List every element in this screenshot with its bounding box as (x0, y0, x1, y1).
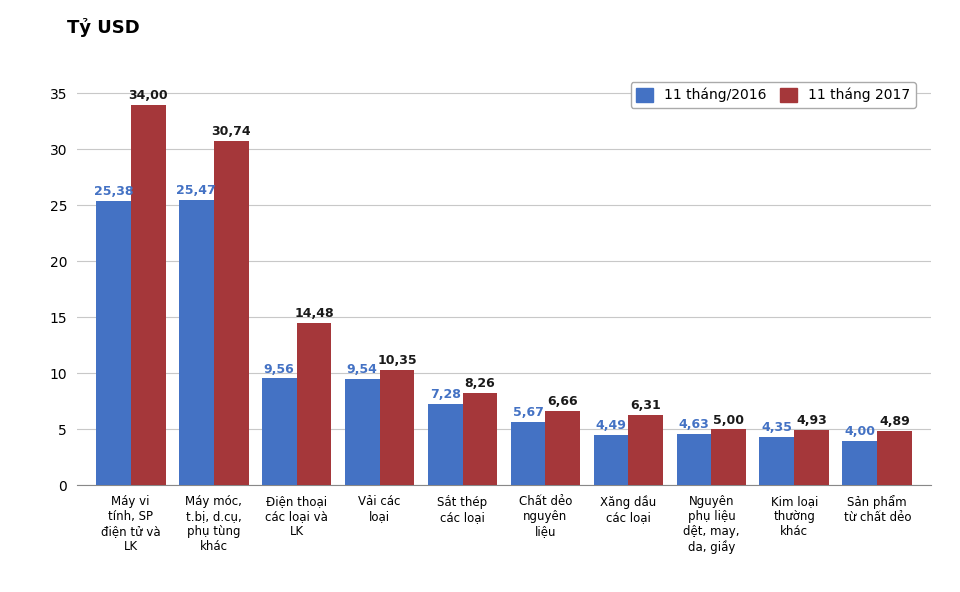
Text: 6,66: 6,66 (547, 395, 578, 408)
Bar (179, 200, 214, 485)
Text: 4,93: 4,93 (797, 414, 828, 427)
Bar (428, 404, 463, 485)
Bar (131, 105, 165, 485)
Bar (593, 435, 629, 485)
Text: Tỷ USD: Tỷ USD (67, 18, 140, 37)
Text: 34,00: 34,00 (129, 89, 168, 102)
Text: 25,47: 25,47 (177, 184, 216, 197)
Bar (511, 422, 545, 485)
Text: 7,28: 7,28 (430, 388, 461, 401)
Bar (711, 429, 746, 485)
Bar (794, 430, 829, 485)
Bar (759, 437, 794, 485)
Bar (843, 440, 877, 485)
Text: 4,00: 4,00 (845, 425, 876, 438)
Text: 30,74: 30,74 (211, 126, 251, 139)
Bar (345, 379, 379, 485)
Bar (545, 411, 580, 485)
Bar (629, 415, 663, 485)
Text: 5,00: 5,00 (713, 414, 744, 427)
Text: 14,48: 14,48 (294, 307, 334, 320)
Bar (677, 433, 711, 485)
Text: 4,35: 4,35 (761, 421, 792, 434)
Bar (463, 393, 497, 485)
Bar (877, 430, 912, 485)
Text: 10,35: 10,35 (377, 353, 417, 366)
Bar (297, 323, 331, 485)
Text: 9,54: 9,54 (347, 363, 377, 376)
Text: 5,67: 5,67 (513, 406, 543, 419)
Text: 4,49: 4,49 (595, 419, 627, 432)
Bar (214, 141, 249, 485)
Bar (96, 201, 131, 485)
Text: 4,63: 4,63 (679, 418, 709, 431)
Text: 6,31: 6,31 (631, 399, 661, 412)
Text: 8,26: 8,26 (465, 377, 495, 390)
Bar (262, 378, 297, 485)
Text: 25,38: 25,38 (93, 185, 133, 198)
Legend: 11 tháng/2016, 11 tháng 2017: 11 tháng/2016, 11 tháng 2017 (631, 82, 916, 108)
Bar (379, 369, 415, 485)
Text: 9,56: 9,56 (264, 362, 295, 375)
Text: 4,89: 4,89 (879, 415, 910, 428)
